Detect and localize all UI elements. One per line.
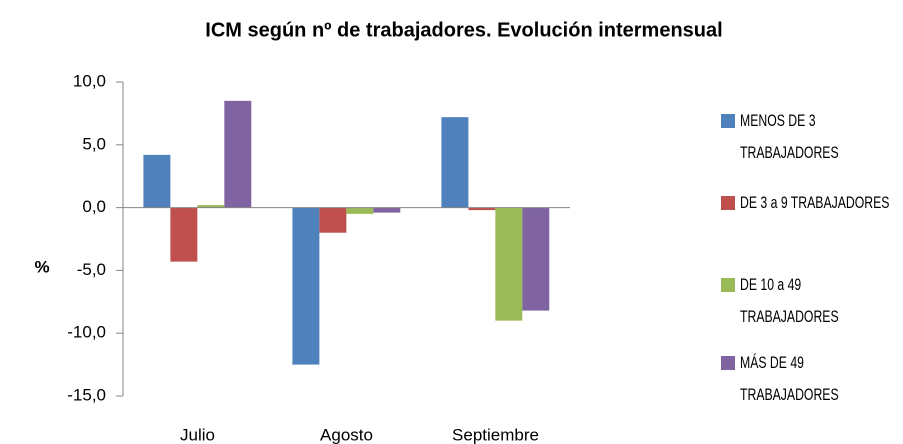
y-tick-label: -5,0 (77, 260, 106, 279)
legend-label: DE 3 a 9 TRABAJADORES (740, 193, 890, 212)
legend-label: DE 10 a 49 TRABAJADORES (740, 275, 839, 326)
x-tick-label: Julio (180, 425, 215, 444)
legend-label: MENOS DE 3 TRABAJADORES (740, 111, 839, 162)
bar (346, 207, 374, 214)
y-tick-label: -10,0 (67, 323, 106, 342)
bar (224, 100, 252, 208)
legend-swatch (721, 114, 735, 128)
y-tick-label: 5,0 (82, 134, 106, 153)
legend-swatch (721, 278, 735, 292)
bar (468, 207, 496, 211)
y-tick-label: 0,0 (82, 197, 106, 216)
bar (319, 207, 347, 233)
x-tick-label: Septiembre (452, 425, 539, 444)
x-tick-label: Agosto (320, 425, 373, 444)
chart-title: ICM según nº de trabajadores. Evolución … (205, 19, 722, 41)
bar (522, 207, 550, 311)
bar (373, 207, 401, 213)
bar (197, 205, 225, 208)
legend-swatch (721, 196, 735, 210)
y-tick-label: 10,0 (73, 71, 106, 90)
legend-swatch (721, 356, 735, 370)
y-axis-label: % (34, 257, 49, 276)
bar (292, 207, 320, 365)
bar (143, 154, 171, 208)
bar (170, 207, 198, 262)
legend-label: MÁS DE 49 TRABAJADORES (740, 353, 839, 404)
bar (441, 117, 469, 208)
y-tick-label: -15,0 (67, 385, 106, 404)
bar (495, 207, 523, 321)
